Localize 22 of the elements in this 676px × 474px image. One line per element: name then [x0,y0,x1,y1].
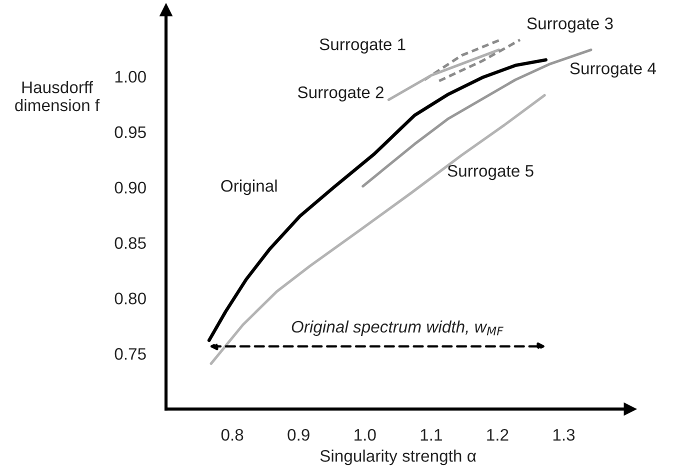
annotation: Original spectrum width, w$_{MF}$ [292,320,504,336]
x-tick-label: 1.0 [354,428,376,441]
x-tick-label: 1.2 [487,428,508,441]
y-tick-label: 0.85 [114,237,146,249]
series-label: Surrogate 3 [527,18,613,33]
series-label: Surrogate 4 [570,62,656,78]
y-tick-label: 0.95 [114,126,146,138]
y-axis-title: Hausdorff dimension f [15,81,100,112]
series-label: Surrogate 5 [448,164,534,180]
line-series [207,58,548,342]
x-tick-label: 1.3 [553,428,575,441]
y-tick-label: 0.75 [114,348,146,360]
series-label: Surrogate 1 [320,38,406,54]
series-label: Surrogate 2 [298,86,384,102]
y-tick-label: 0.80 [114,292,146,304]
y-tick-label: 1.00 [115,70,146,83]
x-tick-label: 0.8 [221,428,244,441]
x-axis-title: Singularity strength α [320,450,476,466]
y-tick-label: 0.90 [114,182,146,194]
x-tick-label: 1.1 [420,429,442,441]
x-tick-label: 0.9 [288,428,310,441]
series-label: Original [221,180,277,196]
